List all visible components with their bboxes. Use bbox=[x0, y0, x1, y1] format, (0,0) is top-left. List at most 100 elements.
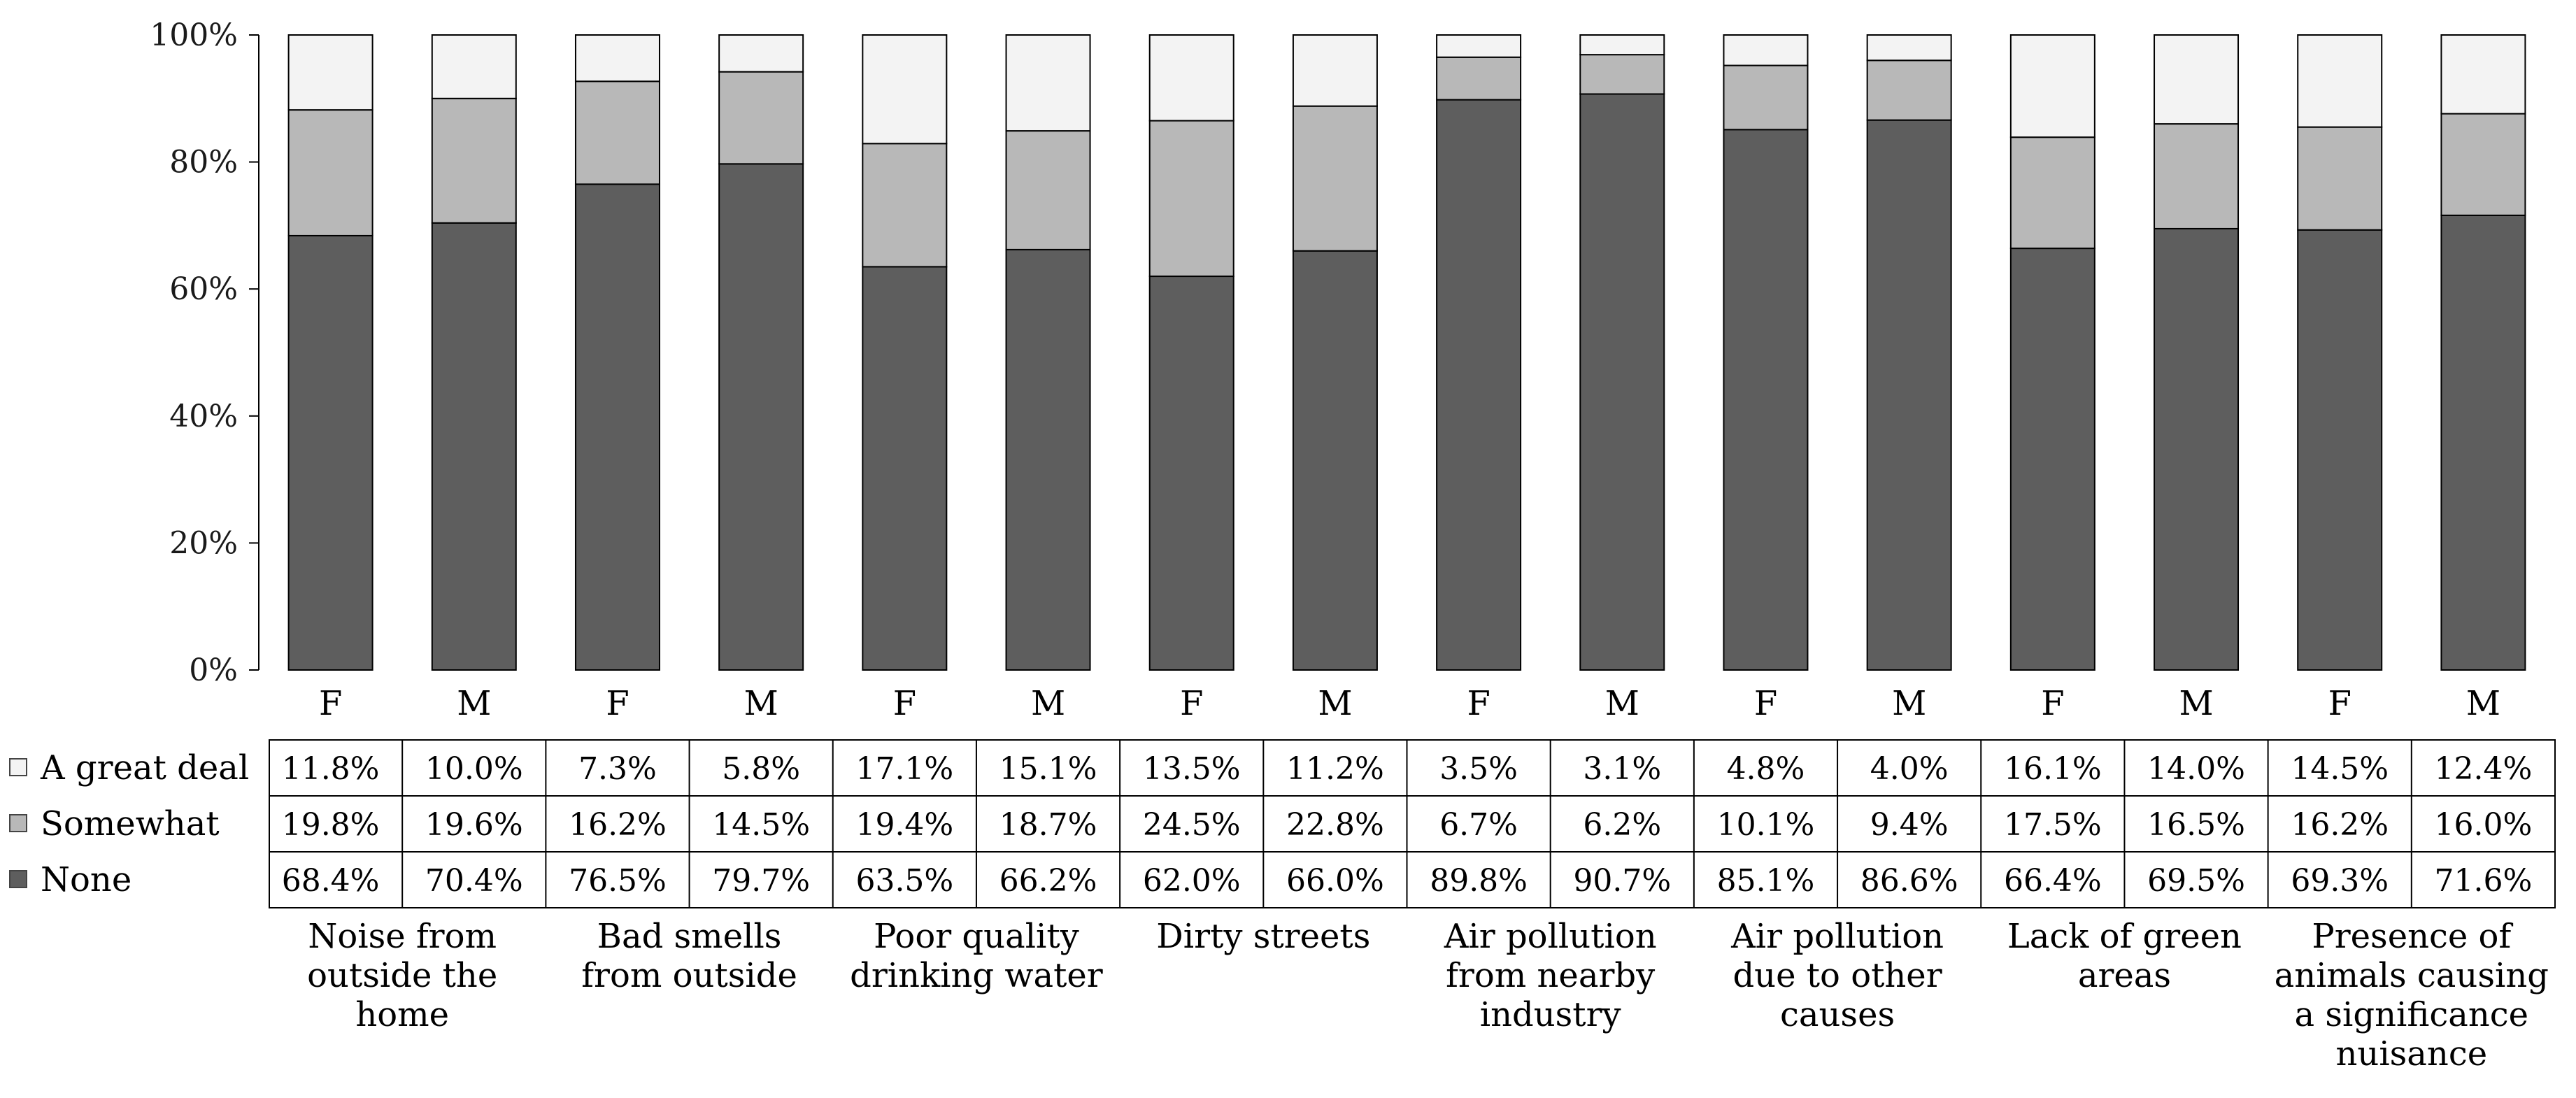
bar-segment-a-great-deal bbox=[2154, 34, 2240, 125]
bar-segment-none bbox=[1292, 250, 1378, 671]
table-cell-value: 16.2% bbox=[569, 807, 667, 843]
group-label-line: Air pollution bbox=[1730, 917, 1944, 956]
bar-segment-somewhat bbox=[287, 109, 373, 236]
x-category-label: M bbox=[1605, 684, 1639, 723]
table-cell-value: 89.8% bbox=[1430, 863, 1528, 899]
bar-segment-a-great-deal bbox=[574, 34, 660, 83]
table-cell-value: 69.5% bbox=[2147, 863, 2245, 899]
bar-segment-a-great-deal bbox=[287, 34, 373, 111]
bar-segment-somewhat bbox=[2009, 136, 2095, 250]
bar-segment-none bbox=[1148, 276, 1234, 671]
group-label: Air pollution from nearby industry bbox=[1444, 917, 1657, 1034]
bar-segment-a-great-deal bbox=[2009, 34, 2095, 138]
table-cell-value: 9.4% bbox=[1870, 807, 1949, 843]
bar-segment-none bbox=[718, 163, 804, 671]
table-cell-value: 71.6% bbox=[2435, 863, 2533, 899]
group-label-line: Air pollution bbox=[1444, 917, 1657, 956]
table-cell-value: 18.7% bbox=[999, 807, 1097, 843]
group-label-line: drinking water bbox=[850, 956, 1103, 995]
x-category-label: M bbox=[2179, 684, 2213, 723]
y-tick-label: 80% bbox=[169, 145, 238, 180]
table-cell-value: 16.1% bbox=[2004, 751, 2102, 787]
group-label-line: Lack of green bbox=[2007, 917, 2242, 956]
bar-segment-none bbox=[574, 183, 660, 671]
group-label: Noise from outside the home bbox=[307, 917, 497, 1034]
x-category-label: F bbox=[1180, 684, 1203, 723]
x-category-label: M bbox=[744, 684, 778, 723]
bar-segment-a-great-deal bbox=[1866, 34, 1952, 62]
table-cell-value: 14.5% bbox=[2291, 751, 2389, 787]
group-label-line: Poor quality bbox=[874, 917, 1079, 956]
group-label: Poor quality drinking water bbox=[850, 917, 1103, 995]
table-cell-value: 14.0% bbox=[2147, 751, 2245, 787]
bar-segment-a-great-deal bbox=[718, 34, 804, 73]
table-cell-value: 70.4% bbox=[425, 863, 523, 899]
bar-segment-somewhat bbox=[431, 97, 517, 224]
group-label: Lack of green areas bbox=[2007, 917, 2242, 995]
legend-label: Somewhat bbox=[41, 804, 220, 843]
table-cell-value: 11.8% bbox=[282, 751, 380, 787]
table-cell-value: 6.2% bbox=[1583, 807, 1661, 843]
table-cell-value: 76.5% bbox=[569, 863, 667, 899]
group-label-line: from outside bbox=[581, 956, 797, 995]
bar-segment-a-great-deal bbox=[431, 34, 517, 99]
bar-segment-none bbox=[1579, 93, 1665, 671]
bar-segment-a-great-deal bbox=[1436, 34, 1522, 58]
group-label-line: home bbox=[355, 995, 449, 1034]
table-cell-value: 24.5% bbox=[1143, 807, 1241, 843]
x-category-label: M bbox=[1031, 684, 1065, 723]
x-category-label: M bbox=[457, 684, 491, 723]
legend-label: A great deal bbox=[40, 748, 249, 787]
bar-segment-somewhat bbox=[1866, 59, 1952, 121]
group-label-line: causes bbox=[1780, 995, 1895, 1034]
group-label-line: due to other bbox=[1732, 956, 1942, 995]
table-cell-value: 85.1% bbox=[1717, 863, 1815, 899]
legend-swatch bbox=[9, 870, 27, 888]
table-cell-value: 11.2% bbox=[1286, 751, 1384, 787]
bar-segment-somewhat bbox=[1148, 120, 1234, 278]
table-cell-value: 79.7% bbox=[712, 863, 810, 899]
group-label-line: Bad smells bbox=[597, 917, 782, 956]
table-cell-value: 66.2% bbox=[999, 863, 1097, 899]
bar-segment-somewhat bbox=[2297, 126, 2383, 231]
table-border bbox=[269, 739, 2556, 908]
bar-segment-none bbox=[1005, 248, 1091, 671]
table-cell-value: 7.3% bbox=[578, 751, 657, 787]
table-cell-value: 6.7% bbox=[1439, 807, 1518, 843]
bar-segment-none bbox=[862, 266, 948, 671]
y-tick-label: 60% bbox=[169, 271, 238, 307]
group-label-line: outside the bbox=[307, 956, 497, 995]
x-category-label: F bbox=[1754, 684, 1777, 723]
bar-segment-a-great-deal bbox=[2440, 34, 2526, 115]
bar-segment-none bbox=[2440, 214, 2526, 671]
table-cell-value: 69.3% bbox=[2291, 863, 2389, 899]
legend-label: None bbox=[41, 860, 131, 899]
group-label: Air pollution due to other causes bbox=[1730, 917, 1944, 1034]
table-cell-value: 62.0% bbox=[1143, 863, 1241, 899]
bar-segment-none bbox=[2009, 248, 2095, 671]
table-cell-value: 10.0% bbox=[425, 751, 523, 787]
table-cell-value: 68.4% bbox=[282, 863, 380, 899]
bar-segment-somewhat bbox=[718, 71, 804, 165]
x-category-label: M bbox=[2466, 684, 2500, 723]
group-label: Dirty streets bbox=[1156, 917, 1370, 956]
bar-segment-none bbox=[2297, 229, 2383, 671]
bar-segment-somewhat bbox=[1579, 54, 1665, 95]
bar-segment-a-great-deal bbox=[1148, 34, 1234, 122]
bars bbox=[287, 34, 2526, 671]
legend-swatch bbox=[9, 814, 27, 832]
y-tick-label: 20% bbox=[169, 525, 238, 561]
y-tick-label: 40% bbox=[169, 399, 238, 434]
bar-segment-none bbox=[1436, 99, 1522, 671]
x-category-label: F bbox=[319, 684, 342, 723]
x-category-label: F bbox=[2041, 684, 2064, 723]
bar-segment-somewhat bbox=[2440, 113, 2526, 216]
bar-segment-a-great-deal bbox=[862, 34, 948, 145]
group-label-line: Noise from bbox=[308, 917, 497, 956]
table-cell-value: 4.8% bbox=[1727, 751, 1805, 787]
table-cell-value: 86.6% bbox=[1860, 863, 1958, 899]
bar-segment-none bbox=[1723, 129, 1809, 671]
